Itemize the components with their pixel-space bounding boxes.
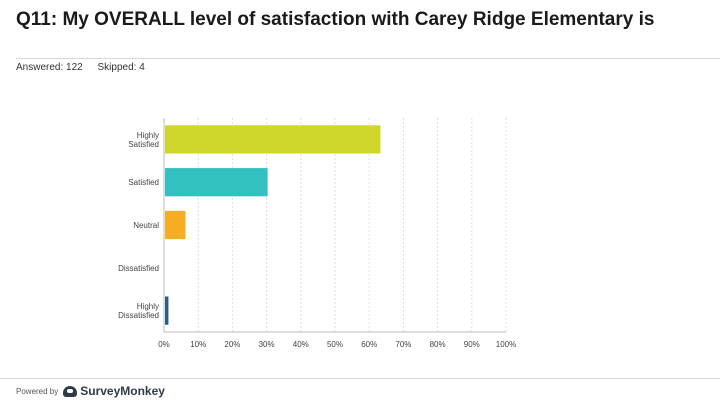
category-label: Highly Satisfied	[128, 131, 159, 149]
bar	[165, 210, 186, 240]
bar	[165, 296, 169, 325]
x-tick-label: 100%	[496, 340, 516, 349]
skipped-count: Skipped: 4	[97, 62, 145, 73]
x-tick-label: 20%	[224, 340, 240, 349]
category-label: Highly Dissatisfied	[118, 302, 159, 320]
satisfaction-bar-chart: 0% 10% 20% 30% 40% 50% 60% 70% 80% 90% 100% Highly S…	[100, 112, 520, 358]
question-title: Q11: My OVERALL level of satisfaction wi…	[16, 9, 655, 30]
bar	[165, 125, 381, 154]
x-tick-label: 50%	[327, 340, 343, 349]
plot-area	[164, 118, 506, 332]
response-meta: Answered: 122 Skipped: 4	[16, 62, 157, 73]
x-tick-label: 70%	[395, 340, 411, 349]
brand-name: SurveyMonkey	[80, 384, 165, 398]
category-label: Neutral	[133, 221, 159, 230]
x-tick-label: 90%	[464, 340, 480, 349]
answered-count: Answered: 122	[16, 62, 83, 73]
category-label: Satisfied	[128, 178, 159, 187]
footer: Powered by SurveyMonkey	[16, 384, 165, 398]
x-tick-label: 10%	[190, 340, 206, 349]
header-divider	[16, 58, 720, 59]
chart-canvas: 0% 10% 20% 30% 40% 50% 60% 70% 80% 90% 100% Highly S…	[118, 118, 516, 349]
x-tick-label: 0%	[158, 340, 170, 349]
x-tick-label: 30%	[259, 340, 275, 349]
powered-by-label: Powered by	[16, 386, 59, 396]
x-tick-label: 80%	[430, 340, 446, 349]
x-tick-label: 60%	[361, 340, 377, 349]
surveymonkey-logo-icon	[63, 385, 78, 397]
footer-divider	[0, 378, 720, 379]
category-label: Dissatisfied	[118, 264, 159, 273]
bar	[165, 168, 268, 197]
x-tick-label: 40%	[293, 340, 309, 349]
